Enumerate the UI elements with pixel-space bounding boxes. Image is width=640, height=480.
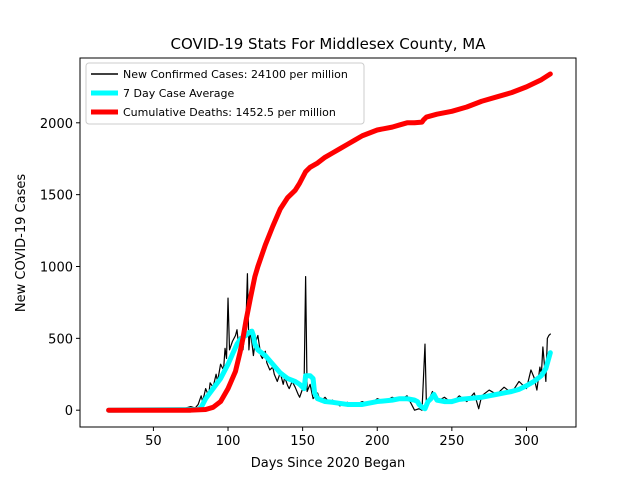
x-tick-label: 250 bbox=[439, 434, 464, 449]
x-tick-label: 100 bbox=[216, 434, 241, 449]
y-axis-title: New COVID-19 Cases bbox=[14, 174, 29, 312]
y-axis: 0 500 1000 1500 2000 bbox=[40, 117, 80, 419]
y-tick-label: 500 bbox=[48, 332, 73, 347]
legend-box bbox=[85, 62, 365, 125]
x-tick-label: 50 bbox=[145, 434, 162, 449]
x-axis-title: Days Since 2020 Began bbox=[251, 456, 406, 471]
y-tick-label: 2000 bbox=[40, 117, 73, 132]
legend: New Confirmed Cases: 24100 per million 7 … bbox=[85, 62, 365, 125]
legend-label-2: Cumulative Deaths: 1452.5 per million bbox=[123, 106, 336, 119]
y-tick-label: 0 bbox=[65, 404, 73, 419]
legend-label-0: New Confirmed Cases: 24100 per million bbox=[123, 68, 348, 81]
plot-frame bbox=[79, 57, 577, 428]
x-tick-label: 300 bbox=[514, 434, 539, 449]
legend-label-1: 7 Day Case Average bbox=[123, 87, 235, 100]
y-tick-label: 1500 bbox=[40, 189, 73, 204]
x-axis: 50 100 150 200 250 300 bbox=[145, 427, 539, 449]
plot-area bbox=[79, 57, 577, 428]
series-line-2 bbox=[106, 71, 553, 413]
chart-title: COVID-19 Stats For Middlesex County, MA bbox=[171, 35, 487, 53]
y-tick-label: 1000 bbox=[40, 260, 73, 275]
x-tick-label: 200 bbox=[365, 434, 390, 449]
series-layer bbox=[106, 71, 553, 413]
x-tick-label: 150 bbox=[290, 434, 315, 449]
